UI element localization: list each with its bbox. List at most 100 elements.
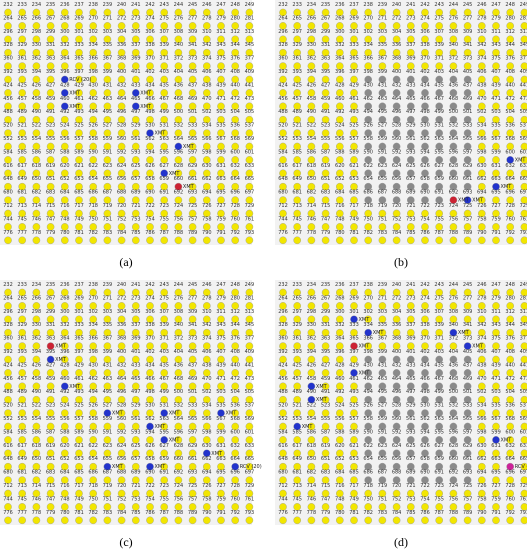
- node-label: 530: [145, 123, 155, 129]
- node-dot: [321, 288, 330, 297]
- node-label: 459: [46, 96, 56, 102]
- node-dot: [245, 209, 254, 218]
- node-label: 270: [363, 295, 373, 301]
- node-label: 473: [245, 96, 255, 102]
- node-label: 461: [349, 376, 359, 382]
- node-label: 439: [216, 82, 226, 88]
- node-dot: [406, 328, 415, 337]
- node-label: 236: [60, 2, 70, 8]
- node-label: 407: [216, 69, 226, 75]
- node-label: 598: [202, 429, 212, 435]
- node-label: 365: [74, 336, 84, 342]
- node-dot: [202, 75, 211, 84]
- node-dot: [406, 315, 415, 324]
- node-label: 685: [74, 470, 84, 476]
- node-label: 371: [159, 56, 169, 62]
- node-dot: [18, 8, 27, 17]
- node-label: 456: [278, 96, 288, 102]
- node-dot: [146, 489, 154, 498]
- node-label: 585: [17, 429, 27, 435]
- node-label: 343: [216, 42, 226, 48]
- node-dot: [75, 315, 83, 324]
- node-label: 713: [292, 203, 302, 209]
- node-dot: [146, 196, 154, 204]
- node-label: 343: [216, 322, 226, 328]
- node-label: 789: [188, 230, 198, 236]
- node-dot: [202, 288, 211, 297]
- node-dot: [421, 355, 429, 364]
- node-dot: [146, 516, 154, 525]
- node-dot: [506, 196, 514, 204]
- node-label: 600: [230, 149, 240, 155]
- node-label: 345: [520, 322, 527, 328]
- node-label: 683: [321, 470, 331, 476]
- node-label: 568: [230, 136, 240, 142]
- node-dot: [131, 115, 140, 124]
- node-label: 330: [307, 42, 317, 48]
- node-label: 272: [117, 15, 127, 21]
- node-label: 745: [17, 216, 27, 222]
- node-dot: [146, 328, 154, 337]
- node-dot: [188, 489, 197, 498]
- node-label: 341: [463, 42, 473, 48]
- node-dot: [146, 115, 154, 124]
- node-dot: [75, 516, 83, 525]
- node-annotation: XMT: [472, 344, 484, 350]
- node-dot: [46, 489, 55, 498]
- node-label: 500: [449, 389, 459, 395]
- node-dot: [160, 476, 168, 484]
- node-dot: [279, 315, 287, 324]
- node-label: 560: [392, 136, 402, 142]
- node-dot: [477, 209, 486, 218]
- node-annotation: XMT: [169, 437, 181, 443]
- node-dot: [202, 369, 211, 377]
- node-label: 721: [131, 483, 141, 489]
- node-label: 300: [60, 29, 70, 35]
- node-label: 364: [60, 336, 70, 342]
- node-dot: [492, 328, 500, 337]
- node-label: 592: [117, 429, 127, 435]
- node-label: 276: [174, 295, 184, 301]
- node-dot: [231, 315, 239, 324]
- node-label: 366: [88, 56, 98, 62]
- node-label: 305: [406, 309, 416, 315]
- node-label: 598: [477, 149, 487, 155]
- node-label: 655: [103, 456, 113, 462]
- node-label: 246: [202, 282, 212, 288]
- node-label: 621: [74, 443, 84, 449]
- node-label: 467: [159, 376, 169, 382]
- node-dot: [4, 223, 12, 231]
- node-dot: [103, 328, 112, 337]
- node-label: 434: [145, 362, 155, 368]
- node-label: 499: [159, 389, 169, 395]
- node-dot: [279, 156, 287, 164]
- node-label: 333: [74, 322, 84, 328]
- node-label: 624: [392, 443, 402, 449]
- node-dot: [103, 288, 112, 297]
- node-dot: [307, 102, 316, 111]
- node-dot: [293, 142, 302, 151]
- node-label: 626: [420, 163, 430, 169]
- node-label: 247: [491, 282, 501, 288]
- node-label: 790: [202, 510, 212, 516]
- node-label: 618: [32, 163, 42, 169]
- node-dot: [321, 156, 330, 164]
- node-dot: [46, 129, 55, 137]
- node-label: 438: [202, 82, 212, 88]
- node-label: 365: [349, 56, 359, 62]
- node-dot: [202, 182, 211, 191]
- node-label: 793: [520, 510, 527, 516]
- node-dot: [520, 75, 527, 84]
- node-dot: [350, 355, 358, 364]
- node-dot: [217, 449, 225, 458]
- node-dot: [4, 89, 12, 97]
- node-label: 332: [335, 322, 345, 328]
- node-dot: [245, 328, 254, 337]
- node-label: 558: [363, 416, 373, 422]
- node-label: 462: [88, 376, 98, 382]
- node-dot: [146, 476, 154, 484]
- node-label: 275: [159, 295, 169, 301]
- node-label: 694: [202, 470, 212, 476]
- node-label: 779: [321, 510, 331, 516]
- node-label: 408: [505, 69, 515, 75]
